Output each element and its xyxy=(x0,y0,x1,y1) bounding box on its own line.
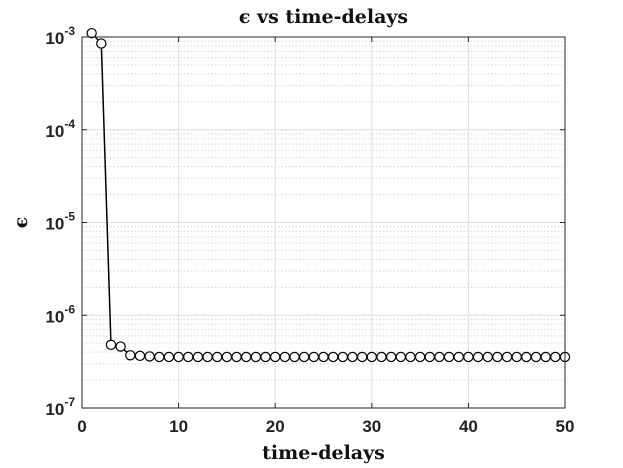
data-point xyxy=(125,350,136,361)
series xyxy=(86,27,571,363)
data-point xyxy=(376,351,387,363)
data-point xyxy=(270,351,281,363)
data-point xyxy=(453,351,464,363)
data-point xyxy=(482,351,493,363)
data-point xyxy=(154,351,165,363)
data-point xyxy=(327,351,339,363)
data-point xyxy=(395,351,406,363)
data-point xyxy=(144,351,155,362)
data-point xyxy=(434,351,445,363)
data-point xyxy=(414,351,426,363)
data-point xyxy=(424,351,435,363)
x-tick-label: 10 xyxy=(169,417,188,436)
data-point xyxy=(241,351,252,363)
y-tick-label: 10-5 xyxy=(45,210,75,234)
data-point xyxy=(96,38,107,49)
x-tick-label: 40 xyxy=(459,417,478,436)
data-point xyxy=(337,351,349,363)
data-point xyxy=(443,351,455,363)
data-point xyxy=(250,351,262,363)
data-point xyxy=(492,351,503,363)
data-point xyxy=(385,351,397,363)
data-point xyxy=(221,351,233,363)
data-point xyxy=(134,350,146,362)
y-tick-label: 10-7 xyxy=(45,395,75,419)
data-point xyxy=(521,351,532,363)
data-point xyxy=(405,351,416,363)
y-tick-label: 10-4 xyxy=(45,117,75,141)
x-tick-label: 0 xyxy=(77,417,86,436)
data-point xyxy=(192,351,204,363)
y-axis-label: ϵ xyxy=(10,217,32,229)
data-point xyxy=(308,351,320,363)
data-point xyxy=(540,351,551,363)
data-point xyxy=(183,351,194,363)
data-point xyxy=(472,351,484,363)
ticks: 0 10 20 30 40 50 10-7 10-6 10-5 10-4 10-3 xyxy=(45,24,574,436)
data-point xyxy=(356,351,368,363)
data-point xyxy=(501,351,513,363)
data-point xyxy=(212,351,223,363)
data-point xyxy=(463,351,474,363)
data-point xyxy=(202,351,213,363)
data-point xyxy=(347,351,358,363)
x-tick-label: 50 xyxy=(556,417,575,436)
data-point xyxy=(260,351,271,363)
data-point xyxy=(530,351,542,363)
data-point xyxy=(550,351,561,363)
x-tick-label: 20 xyxy=(266,417,285,436)
data-point xyxy=(318,351,329,363)
data-point xyxy=(289,351,300,363)
data-point xyxy=(511,351,522,363)
data-point xyxy=(105,339,117,351)
x-tick-label: 30 xyxy=(362,417,381,436)
data-point xyxy=(173,351,184,363)
data-point xyxy=(163,351,175,363)
data-point xyxy=(279,351,291,363)
data-point xyxy=(86,27,97,39)
chart-title: ϵ vs time-delays xyxy=(239,6,408,28)
data-point xyxy=(231,351,242,363)
x-axis-label: time-delays xyxy=(262,442,385,464)
data-point xyxy=(115,341,126,352)
y-tick-label: 10-6 xyxy=(45,302,75,326)
y-tick-label: 10-3 xyxy=(45,24,75,48)
data-point xyxy=(366,351,377,363)
grid xyxy=(81,36,566,409)
data-point xyxy=(298,351,310,363)
